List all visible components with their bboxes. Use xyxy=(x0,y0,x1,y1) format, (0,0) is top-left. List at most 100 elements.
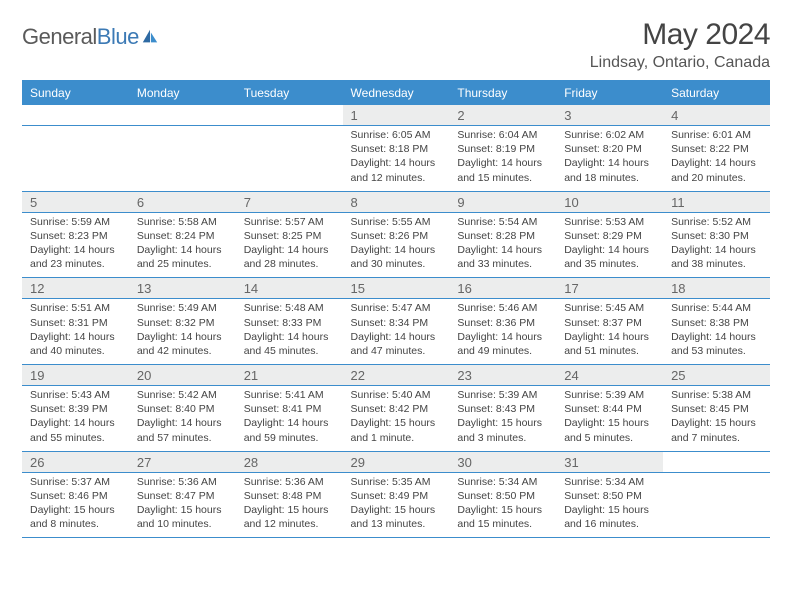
calendar-cell: Sunrise: 5:49 AMSunset: 8:32 PMDaylight:… xyxy=(129,299,236,365)
title-block: May 2024 Lindsay, Ontario, Canada xyxy=(590,18,770,72)
calendar-cell: 27 xyxy=(129,451,236,472)
calendar-cell: Sunrise: 5:44 AMSunset: 8:38 PMDaylight:… xyxy=(663,299,770,365)
calendar-cell: Sunrise: 5:54 AMSunset: 8:28 PMDaylight:… xyxy=(449,212,556,278)
calendar-cell: Sunrise: 5:52 AMSunset: 8:30 PMDaylight:… xyxy=(663,212,770,278)
day-number: 6 xyxy=(129,192,236,212)
calendar-cell: 21 xyxy=(236,365,343,386)
month-title: May 2024 xyxy=(590,18,770,52)
calendar-body: 1234Sunrise: 6:05 AMSunset: 8:18 PMDayli… xyxy=(22,105,770,538)
day-header: Sunday xyxy=(22,81,129,106)
calendar-cell: 2 xyxy=(449,105,556,126)
day-detail: Sunrise: 5:53 AMSunset: 8:29 PMDaylight:… xyxy=(556,213,663,278)
calendar-cell: 8 xyxy=(343,191,450,212)
day-number: 30 xyxy=(449,452,556,472)
calendar-cell: 25 xyxy=(663,365,770,386)
calendar-cell: 6 xyxy=(129,191,236,212)
day-detail: Sunrise: 5:37 AMSunset: 8:46 PMDaylight:… xyxy=(22,473,129,538)
day-detail: Sunrise: 5:58 AMSunset: 8:24 PMDaylight:… xyxy=(129,213,236,278)
location: Lindsay, Ontario, Canada xyxy=(590,54,770,72)
calendar-cell: Sunrise: 5:51 AMSunset: 8:31 PMDaylight:… xyxy=(22,299,129,365)
calendar-cell: Sunrise: 5:41 AMSunset: 8:41 PMDaylight:… xyxy=(236,386,343,452)
day-number: 24 xyxy=(556,365,663,385)
day-detail: Sunrise: 5:41 AMSunset: 8:41 PMDaylight:… xyxy=(236,386,343,451)
day-number: 3 xyxy=(556,105,663,125)
day-detail: Sunrise: 5:59 AMSunset: 8:23 PMDaylight:… xyxy=(22,213,129,278)
day-detail: Sunrise: 5:54 AMSunset: 8:28 PMDaylight:… xyxy=(449,213,556,278)
day-detail: Sunrise: 5:39 AMSunset: 8:44 PMDaylight:… xyxy=(556,386,663,451)
calendar-cell: Sunrise: 5:40 AMSunset: 8:42 PMDaylight:… xyxy=(343,386,450,452)
day-detail: Sunrise: 6:05 AMSunset: 8:18 PMDaylight:… xyxy=(343,126,450,191)
day-number: 28 xyxy=(236,452,343,472)
calendar-cell: 22 xyxy=(343,365,450,386)
logo-text: GeneralBlue xyxy=(22,24,139,50)
day-number: 15 xyxy=(343,278,450,298)
day-number: 1 xyxy=(343,105,450,125)
day-detail: Sunrise: 5:45 AMSunset: 8:37 PMDaylight:… xyxy=(556,299,663,364)
logo-word2: Blue xyxy=(97,24,139,49)
calendar-cell: 15 xyxy=(343,278,450,299)
calendar-cell: Sunrise: 5:58 AMSunset: 8:24 PMDaylight:… xyxy=(129,212,236,278)
day-detail: Sunrise: 6:04 AMSunset: 8:19 PMDaylight:… xyxy=(449,126,556,191)
calendar-cell: Sunrise: 5:34 AMSunset: 8:50 PMDaylight:… xyxy=(449,472,556,538)
calendar-cell: Sunrise: 5:36 AMSunset: 8:47 PMDaylight:… xyxy=(129,472,236,538)
day-header: Tuesday xyxy=(236,81,343,106)
calendar-cell: 29 xyxy=(343,451,450,472)
day-number: 5 xyxy=(22,192,129,212)
day-number: 18 xyxy=(663,278,770,298)
day-detail: Sunrise: 5:34 AMSunset: 8:50 PMDaylight:… xyxy=(449,473,556,538)
calendar-cell: Sunrise: 5:48 AMSunset: 8:33 PMDaylight:… xyxy=(236,299,343,365)
day-header: Wednesday xyxy=(343,81,450,106)
calendar-cell: Sunrise: 5:37 AMSunset: 8:46 PMDaylight:… xyxy=(22,472,129,538)
calendar-cell xyxy=(663,451,770,472)
calendar-cell: Sunrise: 5:47 AMSunset: 8:34 PMDaylight:… xyxy=(343,299,450,365)
calendar-cell: 18 xyxy=(663,278,770,299)
day-detail: Sunrise: 5:51 AMSunset: 8:31 PMDaylight:… xyxy=(22,299,129,364)
day-number: 12 xyxy=(22,278,129,298)
day-number: 20 xyxy=(129,365,236,385)
logo-word1: General xyxy=(22,24,97,49)
day-detail: Sunrise: 5:42 AMSunset: 8:40 PMDaylight:… xyxy=(129,386,236,451)
day-header: Saturday xyxy=(663,81,770,106)
day-number: 25 xyxy=(663,365,770,385)
day-number: 17 xyxy=(556,278,663,298)
calendar-cell xyxy=(22,126,129,192)
calendar-cell xyxy=(129,105,236,126)
day-number: 26 xyxy=(22,452,129,472)
calendar-cell xyxy=(663,472,770,538)
calendar: SundayMondayTuesdayWednesdayThursdayFrid… xyxy=(22,80,770,538)
day-detail: Sunrise: 5:52 AMSunset: 8:30 PMDaylight:… xyxy=(663,213,770,278)
calendar-cell: Sunrise: 5:39 AMSunset: 8:44 PMDaylight:… xyxy=(556,386,663,452)
day-detail: Sunrise: 5:36 AMSunset: 8:47 PMDaylight:… xyxy=(129,473,236,538)
calendar-cell: 23 xyxy=(449,365,556,386)
calendar-cell: Sunrise: 5:59 AMSunset: 8:23 PMDaylight:… xyxy=(22,212,129,278)
day-detail: Sunrise: 5:43 AMSunset: 8:39 PMDaylight:… xyxy=(22,386,129,451)
day-number: 16 xyxy=(449,278,556,298)
calendar-cell: 14 xyxy=(236,278,343,299)
calendar-cell: Sunrise: 5:36 AMSunset: 8:48 PMDaylight:… xyxy=(236,472,343,538)
calendar-cell: Sunrise: 5:53 AMSunset: 8:29 PMDaylight:… xyxy=(556,212,663,278)
day-detail: Sunrise: 5:34 AMSunset: 8:50 PMDaylight:… xyxy=(556,473,663,538)
day-number: 21 xyxy=(236,365,343,385)
calendar-cell: 12 xyxy=(22,278,129,299)
calendar-cell: 28 xyxy=(236,451,343,472)
day-number: 10 xyxy=(556,192,663,212)
day-detail: Sunrise: 5:57 AMSunset: 8:25 PMDaylight:… xyxy=(236,213,343,278)
day-header: Monday xyxy=(129,81,236,106)
day-detail: Sunrise: 5:36 AMSunset: 8:48 PMDaylight:… xyxy=(236,473,343,538)
day-number: 9 xyxy=(449,192,556,212)
day-detail: Sunrise: 5:38 AMSunset: 8:45 PMDaylight:… xyxy=(663,386,770,451)
calendar-cell: Sunrise: 5:35 AMSunset: 8:49 PMDaylight:… xyxy=(343,472,450,538)
day-detail: Sunrise: 6:02 AMSunset: 8:20 PMDaylight:… xyxy=(556,126,663,191)
calendar-cell xyxy=(236,126,343,192)
calendar-cell: Sunrise: 5:34 AMSunset: 8:50 PMDaylight:… xyxy=(556,472,663,538)
calendar-cell: 24 xyxy=(556,365,663,386)
day-number: 19 xyxy=(22,365,129,385)
calendar-cell: Sunrise: 5:43 AMSunset: 8:39 PMDaylight:… xyxy=(22,386,129,452)
calendar-cell xyxy=(22,105,129,126)
day-detail: Sunrise: 5:47 AMSunset: 8:34 PMDaylight:… xyxy=(343,299,450,364)
day-number: 31 xyxy=(556,452,663,472)
calendar-cell: Sunrise: 5:55 AMSunset: 8:26 PMDaylight:… xyxy=(343,212,450,278)
day-detail: Sunrise: 6:01 AMSunset: 8:22 PMDaylight:… xyxy=(663,126,770,191)
day-detail: Sunrise: 5:35 AMSunset: 8:49 PMDaylight:… xyxy=(343,473,450,538)
day-number: 11 xyxy=(663,192,770,212)
